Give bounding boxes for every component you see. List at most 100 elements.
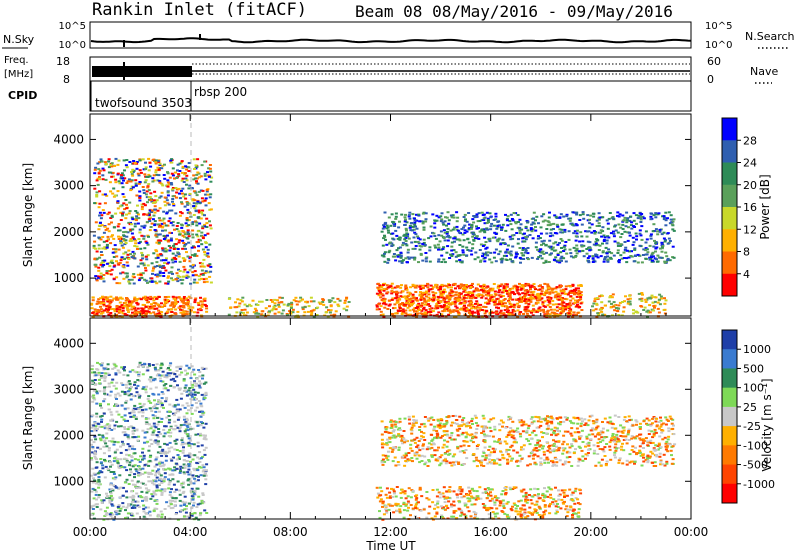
data-cell	[148, 216, 152, 219]
data-cell	[492, 283, 496, 285]
data-cell	[604, 256, 607, 258]
data-cell	[114, 365, 118, 368]
data-cell	[110, 488, 114, 490]
data-cell	[165, 199, 169, 202]
data-cell	[271, 300, 274, 303]
data-cell	[423, 303, 427, 306]
data-cell	[431, 310, 435, 313]
data-cell	[125, 458, 129, 461]
data-cell	[392, 221, 396, 224]
data-cell	[165, 257, 168, 260]
colorbar-segment	[722, 118, 737, 141]
data-cell	[600, 310, 604, 313]
data-cell	[327, 309, 330, 312]
data-cell	[572, 211, 576, 214]
data-cell	[461, 251, 465, 254]
data-cell	[131, 415, 135, 418]
data-cell	[194, 191, 198, 194]
data-cell	[147, 173, 151, 176]
data-cell	[109, 217, 113, 219]
data-cell	[106, 238, 110, 241]
data-cell	[174, 212, 178, 215]
data-cell	[412, 296, 416, 299]
data-cell	[625, 257, 629, 260]
data-cell	[116, 190, 120, 193]
data-cell	[396, 254, 400, 257]
data-cell	[514, 252, 518, 255]
data-cell	[562, 292, 566, 295]
data-cell	[129, 238, 133, 241]
data-cell	[185, 179, 189, 182]
data-cell	[623, 230, 627, 233]
data-cell	[415, 315, 418, 318]
data-cell	[201, 235, 205, 238]
data-cell	[160, 493, 164, 496]
data-cell	[555, 306, 559, 309]
data-cell	[155, 250, 159, 253]
data-cell	[191, 474, 195, 477]
data-cell	[443, 284, 447, 287]
data-cell	[119, 259, 123, 262]
data-cell	[188, 260, 192, 263]
data-cell	[511, 245, 515, 248]
data-cell	[176, 454, 180, 456]
data-cell	[592, 215, 596, 218]
data-cell	[437, 246, 441, 249]
data-cell	[610, 296, 614, 299]
data-cell	[192, 190, 196, 193]
data-cell	[445, 296, 449, 299]
data-cell	[502, 287, 506, 290]
data-cell	[494, 260, 498, 263]
data-cell	[541, 303, 545, 306]
data-cell	[154, 161, 158, 164]
data-cell	[487, 298, 491, 301]
data-cell	[129, 240, 133, 242]
data-cell	[381, 302, 385, 305]
data-cell	[174, 488, 178, 491]
data-cell	[486, 285, 490, 288]
data-cell	[652, 309, 655, 312]
data-cell	[563, 248, 567, 251]
data-cell	[487, 290, 491, 293]
data-cell	[119, 458, 123, 461]
data-cell	[435, 214, 439, 217]
data-cell	[405, 221, 409, 224]
data-cell	[149, 454, 153, 457]
data-cell	[98, 211, 102, 214]
data-cell	[663, 260, 667, 263]
data-cell	[191, 498, 195, 501]
data-cell	[199, 404, 203, 407]
data-cell	[104, 513, 108, 516]
data-cell	[564, 285, 568, 288]
data-cell	[467, 300, 471, 303]
data-cell	[503, 309, 507, 312]
data-cell	[159, 510, 163, 513]
data-cell	[419, 295, 423, 298]
data-cell	[548, 291, 552, 294]
data-cell	[150, 443, 154, 445]
data-cell	[203, 297, 207, 300]
data-cell	[411, 283, 415, 286]
power-data-cells	[90, 157, 676, 318]
data-cell	[272, 305, 276, 308]
data-cell	[171, 478, 175, 481]
data-cell	[157, 399, 160, 401]
data-cell	[455, 225, 459, 228]
data-cell	[103, 380, 107, 382]
data-cell	[202, 501, 206, 504]
data-cell	[381, 284, 385, 286]
data-cell	[554, 287, 558, 290]
data-cell	[135, 486, 139, 489]
data-cell	[124, 164, 128, 167]
data-cell	[516, 302, 520, 305]
data-cell	[565, 213, 569, 216]
data-cell	[504, 213, 507, 216]
data-cell	[530, 309, 534, 312]
data-cell	[159, 195, 163, 198]
data-cell	[565, 298, 569, 301]
data-cell	[165, 311, 169, 314]
data-cell	[157, 402, 161, 405]
nsearch-tick-top: 10^5	[705, 21, 732, 32]
data-cell	[107, 373, 111, 376]
data-cell	[115, 448, 119, 451]
